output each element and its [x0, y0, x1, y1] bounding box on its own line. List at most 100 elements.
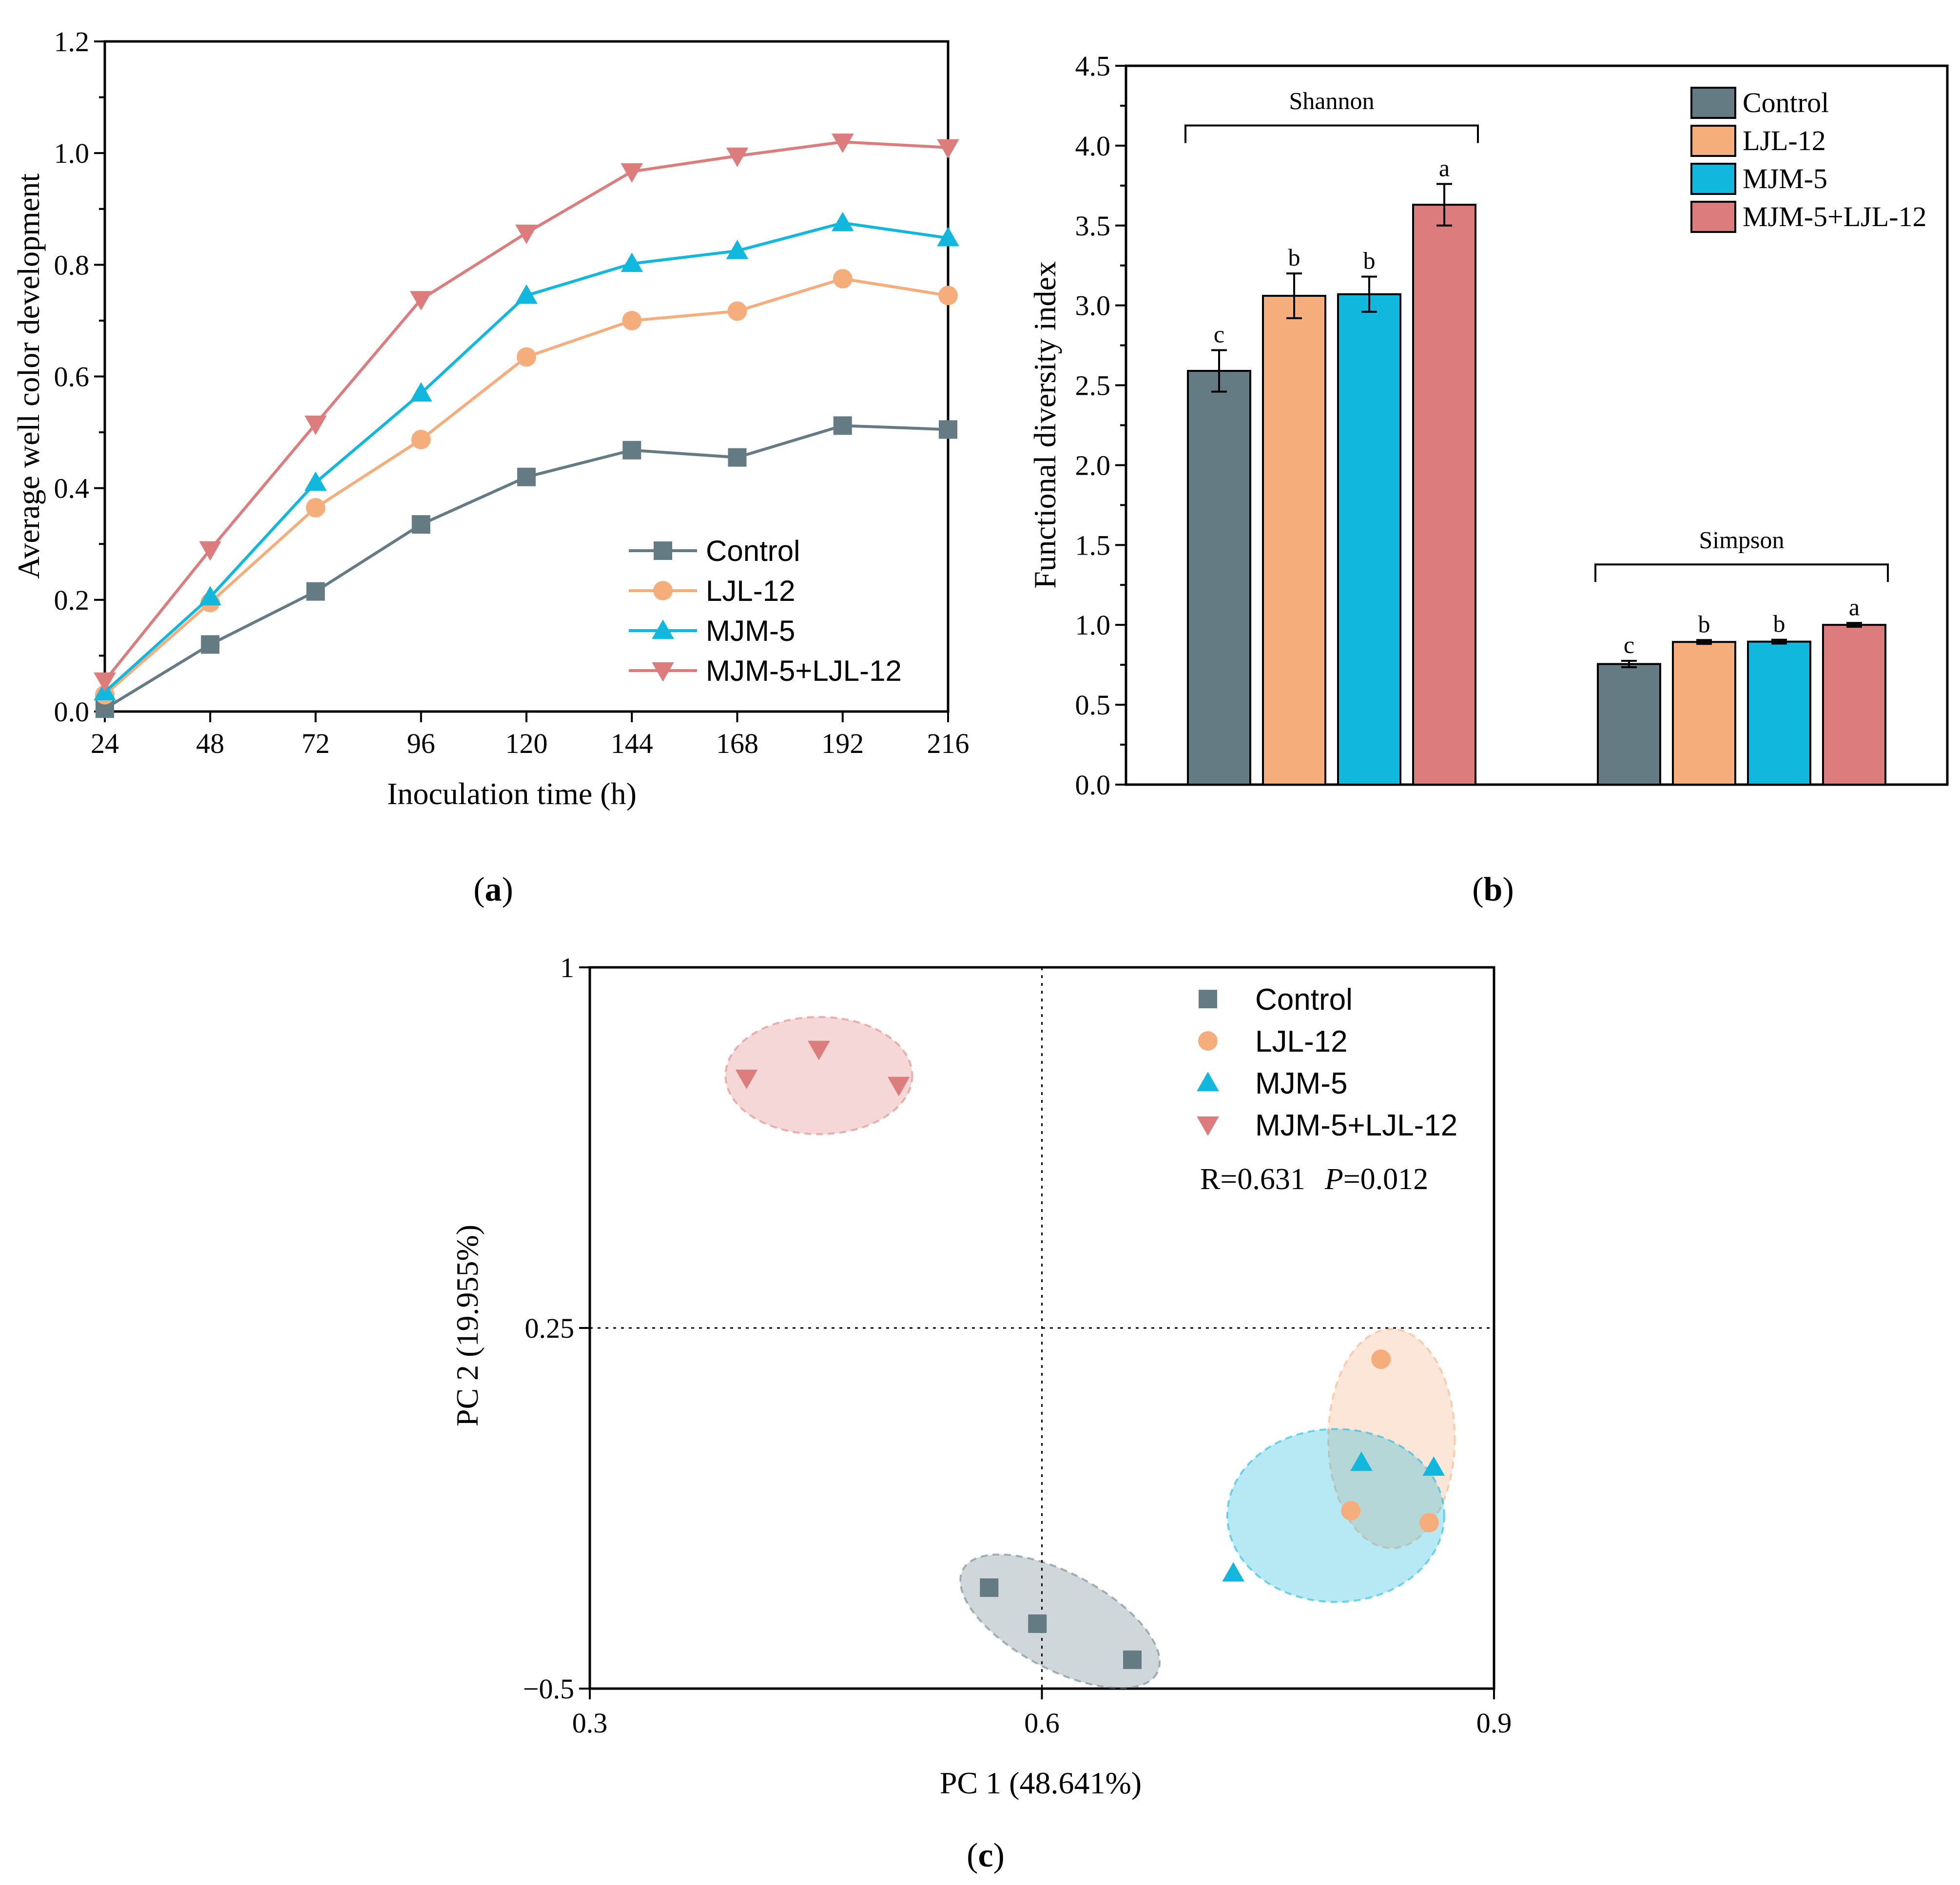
panel-a-y-tick-label: 1.2: [54, 26, 90, 58]
panel-a-data-point: [831, 212, 854, 231]
panel-c-data-point: [1341, 1500, 1361, 1520]
panel-c-label-letter: c: [978, 1837, 993, 1874]
panel-a-y-tick-label: 0.0: [54, 696, 90, 728]
panel-b-legend-label: Control: [1743, 87, 1829, 118]
panel-c-legend-label: MJM-5+LJL-12: [1255, 1109, 1457, 1142]
panel-b-y-tick-label: 1.0: [1075, 609, 1111, 641]
panel-b-group-bracket: [1594, 563, 1889, 582]
panel-a-data-point: [199, 586, 222, 606]
panel-c-points: [735, 1040, 1445, 1669]
panel-a-x-axis-title: Inoculation time (h): [387, 776, 637, 811]
panel-a-y-tick-label: 0.4: [54, 473, 90, 504]
panel-a-series: [94, 134, 959, 718]
panel-c-data-point: [980, 1578, 999, 1597]
panel-c-stat-p-value: =0.012: [1343, 1163, 1428, 1196]
panel-c-y-ticks: −0.5 0.25 1: [523, 952, 590, 1705]
panel-c-data-point: [1222, 1562, 1244, 1582]
panel-a-data-point: [833, 269, 853, 289]
panel-a-label: (a): [473, 871, 513, 908]
panel-a-data-point: [831, 134, 854, 154]
panel-c-legend-label: Control: [1255, 983, 1353, 1017]
panel-b-bar: [1747, 640, 1811, 786]
panel-a-y-tick-label: 0.2: [54, 584, 90, 616]
panel-c-y-tick-label: 1: [560, 952, 574, 983]
panel-a-data-point: [411, 430, 431, 449]
panel-c-legend-marker: [1197, 1116, 1219, 1136]
panel-b-group-label: Shannon: [1289, 87, 1375, 115]
panel-b-legend-swatch: [1690, 201, 1736, 233]
panel-c-stat-p-label: P: [1324, 1163, 1343, 1196]
panel-a-x-tick-label: 168: [716, 728, 758, 759]
panel-b-group-brackets: Shannon Simpson: [1184, 87, 1889, 582]
panel-c-data-point: [735, 1069, 758, 1089]
panel-a-x-tick-label: 120: [505, 728, 548, 759]
panel-a-data-point: [727, 301, 747, 321]
panel-c-y-tick-label: 0.25: [525, 1312, 575, 1344]
panel-a-data-point: [515, 224, 538, 244]
panel-a-data-point: [306, 498, 326, 518]
panel-b-bars: c b b a c b b a: [1187, 154, 1886, 786]
panel-c-x-ticks: 0.3 0.6 0.9: [572, 1689, 1512, 1739]
panel-a-data-point: [306, 582, 325, 601]
panel-a-y-ticks: 0.0 0.2 0.4 0.6 0.8 1.0 1.2: [54, 26, 105, 728]
panel-a-data-point: [515, 284, 538, 304]
panel-b-y-tick-label: 2.0: [1075, 449, 1111, 481]
panel-a-label-letter: a: [485, 871, 502, 908]
panel-c-confidence-ellipse: [1226, 1428, 1445, 1603]
panel-a-data-point: [621, 252, 643, 272]
panel-a-y-tick-label: 0.6: [54, 361, 90, 393]
panel-c-data-point: [1123, 1650, 1142, 1669]
panel-c-data-point: [1028, 1614, 1047, 1633]
panel-b-y-tick-label: 0.5: [1075, 689, 1111, 721]
panel-c-data-point: [1371, 1349, 1391, 1369]
panel-a-data-point: [517, 347, 536, 367]
panel-a-x-tick-label: 216: [927, 728, 970, 759]
panel-c-legend-marker: [1199, 990, 1217, 1008]
panel-b-bar: [1262, 295, 1326, 786]
panel-c-legend-marker: [1197, 1072, 1219, 1092]
panel-b-significance-letter: b: [1773, 610, 1785, 637]
panel-b-label: (b): [1472, 871, 1514, 908]
panel-c-legend: Control LJL-12 MJM-5 MJM-5+LJL-12: [1197, 983, 1457, 1142]
panel-a-x-tick-label: 48: [196, 728, 224, 759]
panel-c-data-point: [887, 1077, 910, 1096]
panel-b-y-tick-label: 1.5: [1075, 529, 1111, 561]
panel-b-y-axis-title: Functional diversity index: [1028, 261, 1062, 589]
panel-a-data-point: [411, 515, 430, 534]
panel-a-data-point: [937, 139, 959, 159]
panel-b-bar: [1337, 293, 1401, 786]
panel-a-data-point: [517, 467, 536, 486]
panel-b-legend-label: LJL-12: [1743, 125, 1826, 156]
panel-a-legend: Control LJL-12 MJM-5 MJM-5+LJL-12: [629, 535, 902, 687]
panel-a-data-point: [304, 415, 327, 435]
panel-a-y-tick-label: 1.0: [54, 137, 90, 169]
panel-c-label: (c): [967, 1837, 1005, 1874]
panel-c-stat-text: R=0.631 P=0.012: [1200, 1163, 1428, 1196]
panel-c-x-axis-title: PC 1 (48.641%): [940, 1766, 1142, 1800]
panel-b-legend-swatch: [1690, 163, 1736, 195]
panel-a-legend-label: MJM-5+LJL-12: [706, 654, 902, 687]
panel-b-significance-letter: c: [1624, 631, 1634, 658]
panel-b-y-tick-label: 4.5: [1075, 50, 1111, 82]
panel-c-confidence-ellipse: [1327, 1327, 1456, 1549]
panel-c-legend-marker: [1198, 1031, 1218, 1051]
panel-c-ellipses: [724, 1016, 1456, 1690]
panel-b-y-tick-label: 3.0: [1075, 290, 1111, 322]
panel-a-data-point: [726, 147, 749, 167]
panel-a-data-point: [199, 541, 222, 561]
panel-c-confidence-ellipse: [724, 1016, 913, 1135]
panel-a-data-point: [833, 416, 852, 435]
panel-a-legend-label: LJL-12: [706, 575, 795, 607]
panel-c-data-point: [1350, 1451, 1373, 1471]
panel-c-stat-r: R=0.631: [1200, 1163, 1305, 1196]
panel-a-series-line: [103, 140, 949, 682]
panel-a-data-point: [621, 163, 643, 183]
panel-b-y-ticks: 0.0 0.5 1.0 1.5 2.0 2.5 3.0 3.5 4.0 4.5: [1075, 50, 1126, 801]
panel-a-legend-marker: [653, 581, 673, 600]
panel-a-data-point: [304, 471, 327, 491]
panel-a-legend-label: MJM-5: [706, 615, 795, 647]
panel-c-legend-label: MJM-5: [1255, 1067, 1347, 1100]
panel-a-y-axis-title: Average well color development: [11, 173, 46, 579]
